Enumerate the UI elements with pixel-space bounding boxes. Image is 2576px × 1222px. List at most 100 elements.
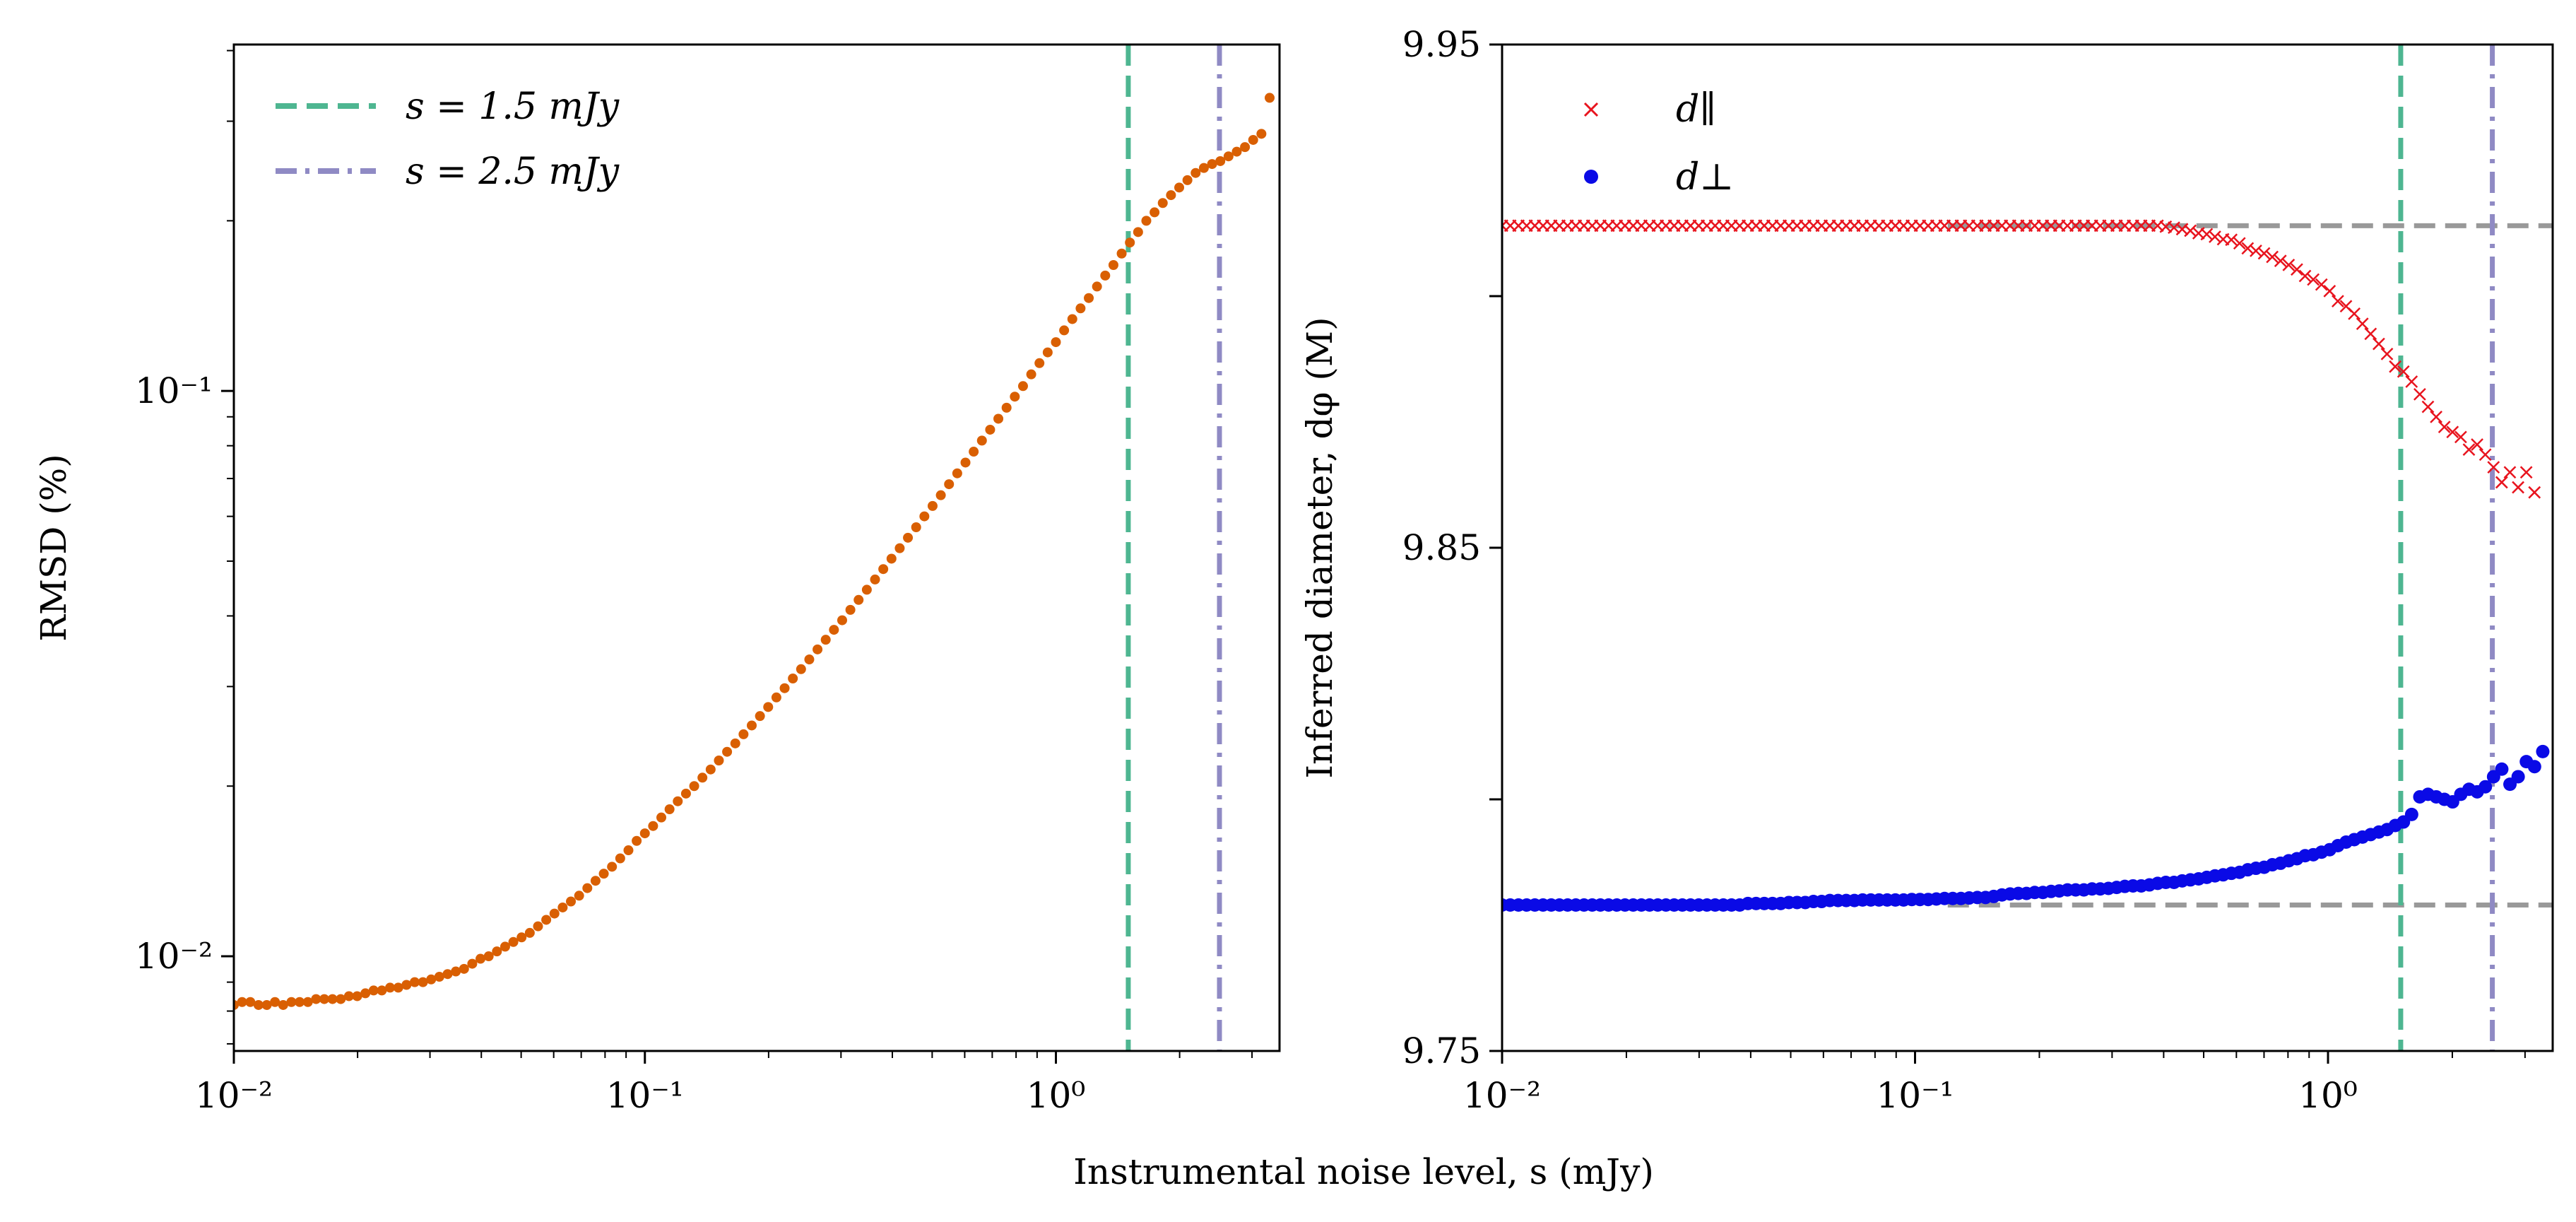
right-y-axis-label: Inferred diameter, dφ (M) [1299, 317, 1340, 778]
rmsd-point [746, 720, 757, 731]
rmsd-point [492, 946, 502, 957]
rmsd-point [1207, 159, 1217, 170]
d-parallel-point [2298, 269, 2312, 283]
rmsd-point [969, 447, 979, 457]
rmsd-point [533, 921, 543, 932]
rmsd-point [434, 971, 444, 982]
rmsd-point [804, 654, 815, 665]
rmsd-point [664, 804, 675, 815]
right-plot-area [1502, 45, 2553, 1051]
rmsd-point [483, 951, 494, 962]
left-plot-area [234, 45, 1280, 1051]
rmsd-point [286, 997, 297, 1007]
rmsd-point [360, 988, 371, 999]
rmsd-point [870, 574, 880, 584]
rmsd-point [878, 564, 889, 575]
d-parallel-point [2462, 443, 2476, 457]
rmsd-point [820, 635, 831, 645]
rmsd-point [1141, 216, 1152, 226]
rmsd-point [336, 994, 346, 1004]
left-axes-frame [232, 43, 1281, 1052]
rmsd-point [1190, 168, 1201, 178]
rmsd-point [927, 500, 938, 511]
rmsd-point [935, 490, 946, 500]
y-tick-label: 9.75 [1402, 1030, 1481, 1071]
d-parallel-point [2528, 486, 2541, 499]
rmsd-point [705, 764, 716, 775]
rmsd-point [377, 985, 387, 996]
rmsd-point [451, 966, 461, 977]
d-perp-point [2527, 760, 2541, 774]
rmsd-point [302, 997, 313, 1007]
d-parallel-point [2373, 337, 2385, 351]
rmsd-point [566, 896, 577, 907]
rmsd-point [1215, 155, 1226, 166]
rmsd-point [459, 963, 469, 974]
rmsd-point [796, 664, 806, 674]
rmsd-point [894, 543, 905, 553]
rmsd-point [1092, 281, 1102, 292]
rmsd-point [549, 908, 560, 919]
rmsd-point [788, 673, 798, 683]
d-parallel-point [2291, 263, 2303, 276]
d-parallel-point [2233, 237, 2246, 250]
legend-label-d-perp: d⊥ [1676, 156, 1734, 199]
d-parallel-point [2454, 430, 2467, 444]
rmsd-point [1051, 337, 1061, 348]
rmsd-point [1042, 347, 1053, 358]
rmsd-point [253, 999, 264, 1010]
rmsd-point [607, 862, 618, 872]
rmsd-point [278, 999, 288, 1010]
rmsd-point [343, 991, 354, 1001]
rmsd-point [722, 746, 733, 757]
rmsd-point [1240, 142, 1251, 153]
legend-marker-dot [1584, 170, 1598, 184]
rmsd-point [270, 997, 280, 1007]
rmsd-point [1116, 248, 1127, 259]
rmsd-point [639, 828, 650, 839]
rmsd-point [976, 435, 987, 446]
rmsd-point [1026, 369, 1036, 380]
d-parallel-point [2348, 307, 2361, 320]
rmsd-point [1231, 146, 1242, 157]
right-axis-ticks: 10⁻² 10⁻¹ 10⁰ 9.75 9.85 9.95 [1402, 24, 2526, 1116]
rmsd-point [730, 738, 740, 748]
rmsd-point [1017, 381, 1028, 392]
rmsd-point [673, 796, 683, 806]
rmsd-point [763, 702, 774, 712]
left-reference-lines [1125, 45, 1222, 1051]
rmsd-point [1059, 325, 1070, 336]
rmsd-point [919, 511, 930, 522]
rmsd-point [508, 936, 519, 947]
d-parallel-point [2184, 224, 2197, 237]
rmsd-point [714, 755, 724, 765]
right-legend: d∥ d⊥ [1583, 88, 1734, 199]
d-perp-point [2511, 770, 2525, 784]
rmsd-point [952, 468, 962, 478]
rmsd-point [903, 532, 914, 543]
rmsd-point [886, 553, 897, 564]
d-parallel-point [2241, 242, 2255, 255]
shared-x-axis-label: Instrumental noise level, s (mJy) [1073, 1151, 1654, 1192]
rmsd-point [1133, 227, 1143, 237]
rmsd-point [327, 994, 338, 1004]
rmsd-point [1108, 260, 1118, 271]
right-reference-lines [1947, 45, 2553, 1051]
rmsd-point [1010, 392, 1020, 402]
rmsd-point [557, 902, 568, 912]
rmsd-point [475, 953, 486, 964]
rmsd-point [993, 413, 1004, 424]
rmsd-point [853, 594, 864, 605]
y-tick-label: 9.95 [1402, 24, 1481, 65]
rmsd-point [393, 982, 403, 993]
d-parallel-point [2519, 466, 2533, 479]
rmsd-point [295, 997, 305, 1007]
rmsd-point [697, 772, 708, 783]
rmsd-point [656, 812, 667, 823]
rmsd-point [1248, 134, 1258, 145]
right-panel: 10⁻² 10⁻¹ 10⁰ 9.75 9.85 9.95 Inferred diamete… [1299, 24, 2554, 1116]
d-parallel-point [2332, 295, 2344, 308]
rmsd-point [352, 991, 362, 1001]
rmsd-point [524, 927, 535, 938]
